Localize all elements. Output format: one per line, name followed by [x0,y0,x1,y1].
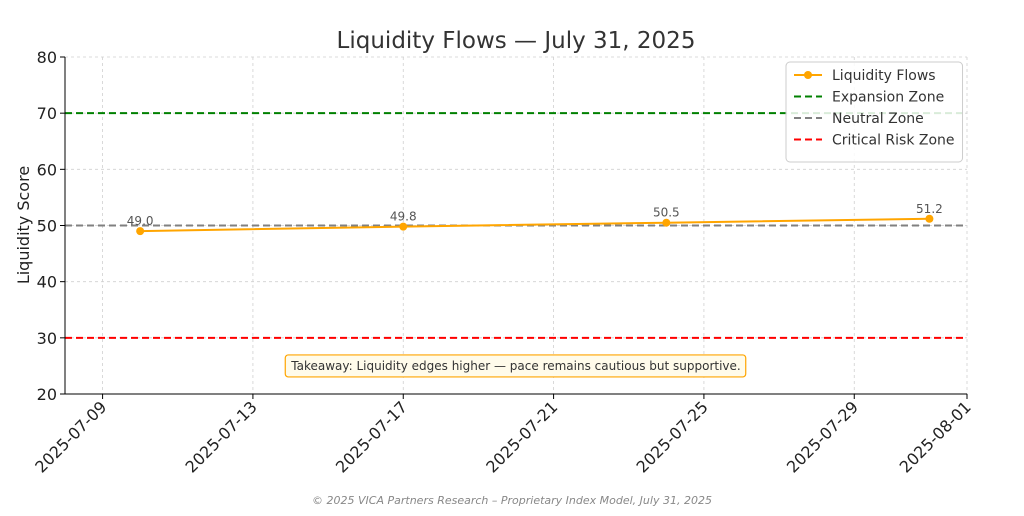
data-label: 49.8 [390,210,417,224]
y-tick-label: 40 [37,273,57,292]
data-label: 51.2 [916,202,943,216]
legend-label: Neutral Zone [832,111,924,127]
chart-title: Liquidity Flows — July 31, 2025 [337,28,696,54]
legend-item-expansion-zone: Expansion Zone [794,90,944,106]
series-line [140,217,930,233]
series: 49.0 49.8 50.5 51.2 [127,202,943,236]
data-point [136,227,145,236]
data-point [662,218,671,227]
data-point [399,222,408,231]
legend-label: Critical Risk Zone [832,133,955,149]
data-label: 49.0 [127,214,154,228]
legend-item-liquidity-flows: Liquidity Flows [794,68,936,84]
y-tick-label: 50 [37,217,57,236]
y-tick-label: 20 [37,385,57,404]
y-tick-label: 80 [37,48,57,67]
legend-label: Liquidity Flows [832,68,936,84]
annotation: Takeaway: Liquidity edges higher — pace … [284,354,747,378]
y-tick-label: 60 [37,160,57,179]
annotation-text: Takeaway: Liquidity edges higher — pace … [290,359,740,373]
legend-item-neutral-zone: Neutral Zone [794,111,924,127]
y-tick-label: 70 [37,104,57,123]
y-axis-label: Liquidity Score [14,166,33,284]
legend-item-critical-risk-zone: Critical Risk Zone [794,133,955,149]
annotation-box [284,354,747,378]
y-tick-label: 30 [37,329,57,348]
legend: Liquidity Flows Expansion Zone Neutral Zon… [785,61,964,163]
footer-credit: © 2025 VICA Partners Research – Propriet… [312,494,712,507]
legend-label: Expansion Zone [832,90,944,106]
data-point [925,214,934,223]
legend-frame [785,61,964,163]
data-label: 50.5 [653,206,680,220]
legend-marker [804,71,812,79]
